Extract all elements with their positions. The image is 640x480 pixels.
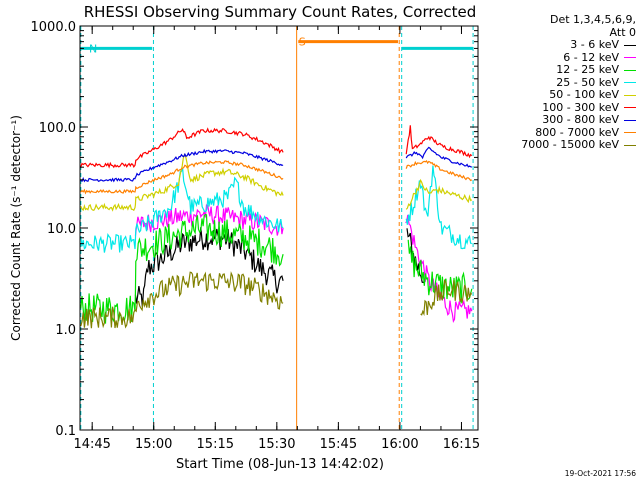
x-axis: 14:45 15:00 15:15 15:30 15:45 16:00 16:15 <box>73 26 480 452</box>
legend-swatch <box>624 107 636 109</box>
flag-letter: N <box>89 42 97 55</box>
series-line-3 <box>405 165 472 250</box>
series-layer <box>80 125 473 329</box>
legend-attenuator: Att 0 <box>609 25 636 39</box>
y-axis: 0.1 1.0 10.0 100.0 1000.0 <box>31 20 478 439</box>
series-line-6 <box>80 148 284 183</box>
legend-item: 6 - 12 keV <box>482 50 636 65</box>
legend-detectors: Det 1,3,4,5,6,9, <box>549 13 636 26</box>
flag-letter: S <box>299 36 306 49</box>
legend-swatch <box>624 144 636 146</box>
chart-title: RHESSI Observing Summary Count Rates, Co… <box>84 3 477 21</box>
legend-label: 50 - 100 keV <box>549 88 619 101</box>
legend-item: 50 - 100 keV <box>482 88 636 102</box>
series-line-7 <box>405 159 473 182</box>
legend-label: 12 - 25 keV <box>556 63 619 76</box>
vertical-markers <box>80 26 474 430</box>
legend-swatch <box>624 44 636 46</box>
series-line-0 <box>134 227 284 307</box>
x-tick-label: 15:30 <box>258 437 295 452</box>
timestamp: 19-Oct-2021 17:56 <box>564 469 636 478</box>
x-tick-label: 15:00 <box>135 437 172 452</box>
observation-flags <box>80 40 474 50</box>
legend-item: 800 - 7000 keV <box>482 125 636 140</box>
legend: Det 1,3,4,5,6,9, Att 0 3 - 6 keV 6 - 12 k… <box>482 13 636 152</box>
legend-label: 300 - 800 keV <box>542 113 619 126</box>
series-line-4 <box>80 153 284 212</box>
legend-item: 300 - 800 keV <box>482 113 636 127</box>
series-line-6 <box>405 146 473 168</box>
series-line-3 <box>80 167 284 253</box>
legend-swatch <box>624 132 636 134</box>
legend-item: 3 - 6 keV <box>482 38 636 52</box>
series-line-8 <box>420 278 473 317</box>
legend-swatch <box>624 119 636 121</box>
legend-label: 7000 - 15000 keV <box>521 138 619 151</box>
legend-swatch <box>624 57 636 59</box>
y-tick-label: 10.0 <box>47 222 76 237</box>
legend-label: 6 - 12 keV <box>563 50 619 64</box>
legend-swatch <box>624 82 636 84</box>
legend-item: 25 - 50 keV <box>482 75 636 90</box>
x-tick-label: 15:45 <box>320 437 357 452</box>
y-tick-label: 100.0 <box>39 121 76 136</box>
series-line-1 <box>405 214 473 323</box>
series-line-8 <box>80 271 284 329</box>
legend-label: 25 - 50 keV <box>556 75 619 89</box>
legend-label: 3 - 6 keV <box>570 38 619 51</box>
x-tick-label: 16:15 <box>443 437 480 452</box>
x-tick-label: 15:15 <box>197 437 234 452</box>
legend-swatch <box>624 94 636 96</box>
legend-label: 800 - 7000 keV <box>535 125 619 139</box>
series-line-4 <box>405 178 473 210</box>
y-tick-label: 0.1 <box>55 424 76 439</box>
flag-labels: NS <box>89 36 306 56</box>
series-line-7 <box>80 160 284 195</box>
series-line-2 <box>80 213 284 325</box>
legend-item: 12 - 25 keV <box>482 63 636 77</box>
legend-item: 100 - 300 keV <box>482 100 636 115</box>
series-line-5 <box>80 127 284 169</box>
series-line-5 <box>405 125 473 159</box>
x-tick-label: 16:00 <box>381 437 418 452</box>
y-tick-label: 1.0 <box>55 323 76 338</box>
x-axis-label: Start Time (08-Jun-13 14:42:02) <box>176 457 384 472</box>
legend-item: 7000 - 15000 keV <box>482 138 636 152</box>
y-tick-label: 1000.0 <box>31 20 77 35</box>
y-axis-label: Corrected Count Rate (s⁻¹ detector⁻¹) <box>9 115 23 341</box>
legend-swatch <box>624 69 636 71</box>
legend-label: 100 - 300 keV <box>542 100 619 114</box>
x-tick-label: 14:45 <box>73 437 110 452</box>
